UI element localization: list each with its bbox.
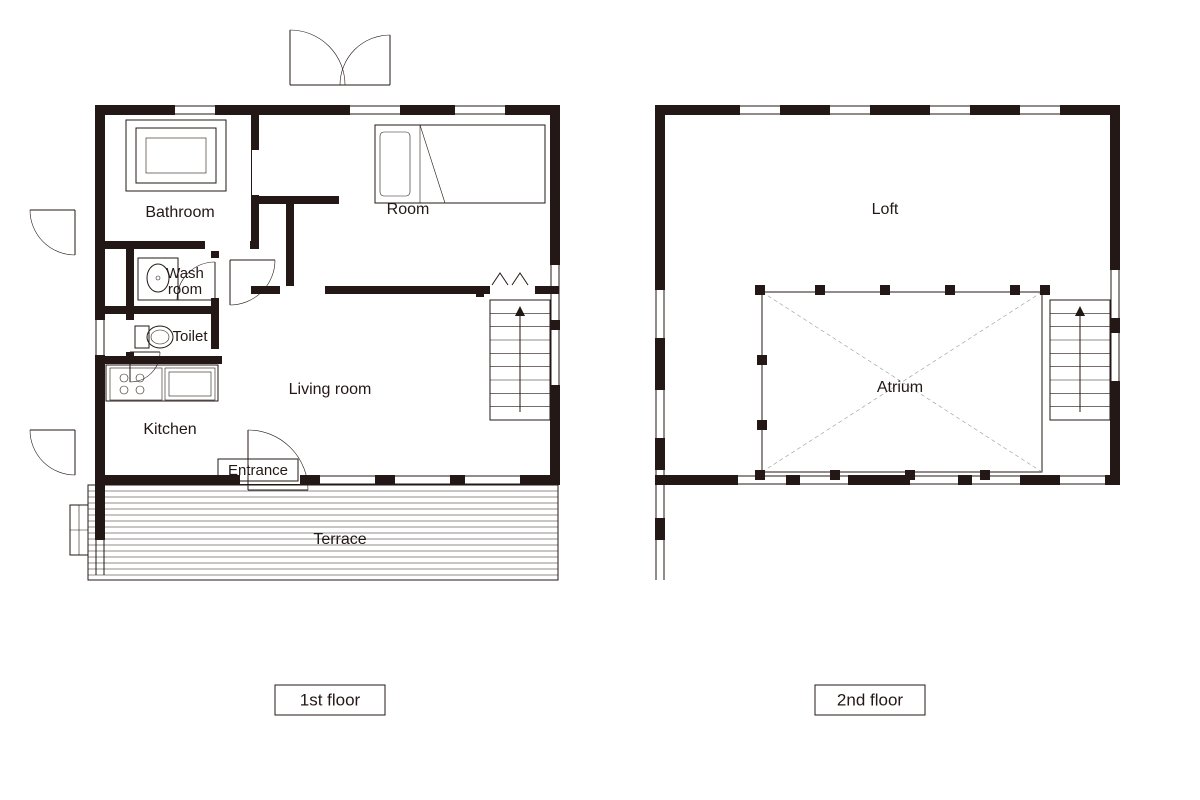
svg-text:Loft: Loft [872,201,899,218]
svg-text:room: room [168,281,202,298]
svg-text:1st floor: 1st floor [300,690,361,709]
label-bathroom: Bathroom [145,204,214,221]
floor-2: Loft Atrium 2nd floor [655,105,1120,715]
floor-1: Bathroom Washroom Toilet Room Living room Kit… [30,30,560,715]
svg-text:Living room: Living room [289,381,372,398]
svg-text:Room: Room [387,201,430,218]
svg-text:Kitchen: Kitchen [143,421,196,438]
svg-text:Toilet: Toilet [172,328,208,345]
svg-text:2nd floor: 2nd floor [837,690,903,709]
svg-text:Wash: Wash [166,265,204,282]
svg-text:Atrium: Atrium [877,379,923,396]
svg-text:Terrace: Terrace [313,531,366,548]
svg-text:Entrance: Entrance [228,462,288,479]
